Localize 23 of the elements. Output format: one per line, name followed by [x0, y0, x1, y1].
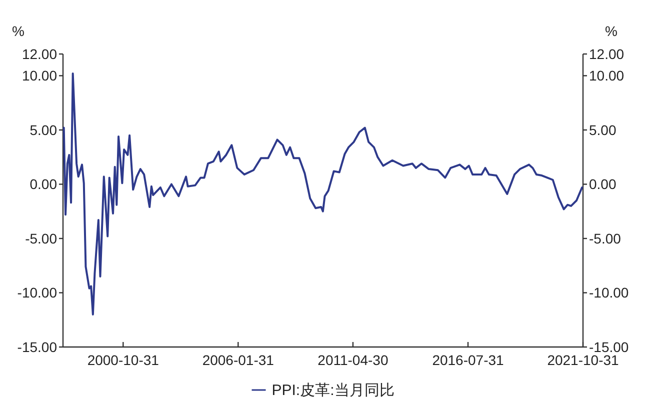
- y2-tick-label: 5.00: [589, 122, 616, 138]
- y2-tick-label: -15.00: [589, 339, 629, 355]
- x-tick-label: 2016-07-31: [432, 352, 504, 368]
- legend-label: PPI:皮革:当月同比: [272, 382, 394, 399]
- y2-tick-label: 12.00: [589, 46, 624, 62]
- y-axis-title: %: [12, 23, 24, 39]
- x-tick-label: 2021-10-31: [547, 352, 620, 368]
- y2-tick-label: -5.00: [589, 230, 622, 246]
- y2-tick-label: 0.00: [589, 176, 616, 192]
- y2-tick-label: 10.00: [589, 68, 624, 84]
- y2-tick-label: -10.00: [589, 284, 629, 301]
- y-tick-label: 10.00: [22, 68, 58, 84]
- y-tick-label: 12.00: [22, 46, 58, 62]
- y-tick-label: -15.00: [17, 339, 58, 355]
- x-tick-label: 2006-01-31: [202, 352, 274, 368]
- y-tick-label: -10.00: [17, 284, 58, 301]
- line-series: [62, 72, 584, 316]
- y-tick-label: 5.00: [30, 122, 58, 138]
- x-tick-label: 2011-04-30: [318, 352, 388, 368]
- y-tick-label: 0.00: [30, 176, 58, 192]
- y2-axis-title: %: [605, 23, 618, 39]
- x-tick-label: 2000-10-31: [87, 352, 160, 368]
- y-tick-label: -5.00: [25, 230, 58, 246]
